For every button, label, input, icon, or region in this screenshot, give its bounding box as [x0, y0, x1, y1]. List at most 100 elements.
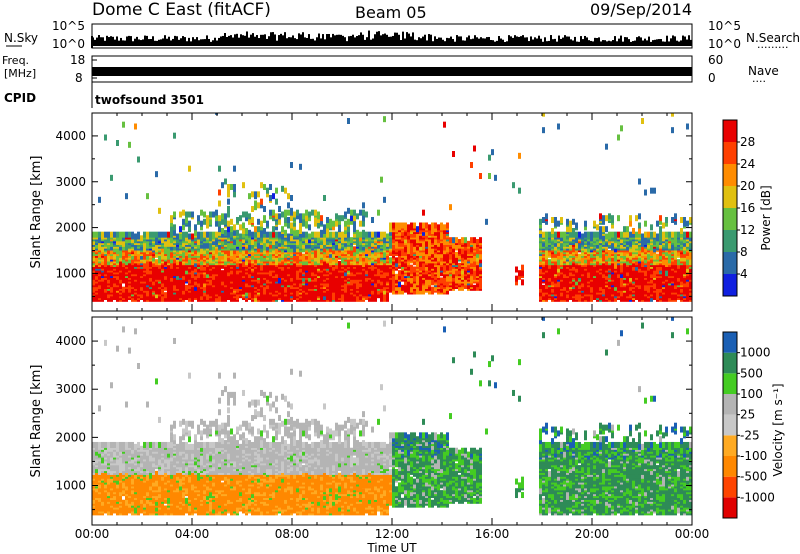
power-cell — [452, 237, 455, 244]
noise-bar — [550, 35, 552, 46]
noise-bar — [608, 40, 610, 46]
noise-bar — [680, 40, 682, 46]
noise-bar — [218, 37, 220, 46]
power-cell — [539, 228, 542, 234]
noise-bar — [132, 41, 134, 46]
power-cell — [569, 292, 572, 299]
power-cell — [446, 262, 449, 269]
power-cell — [161, 251, 164, 258]
power-cell — [164, 284, 167, 291]
power-cell — [134, 244, 137, 251]
power-cell — [95, 259, 98, 266]
power-cell — [302, 220, 305, 227]
noise-bar — [222, 35, 224, 46]
power-cell — [362, 284, 365, 291]
power-cell — [344, 270, 347, 277]
power-cell — [287, 217, 290, 223]
power-cell — [347, 231, 350, 238]
noise-bar — [234, 34, 236, 46]
power-cell — [437, 231, 440, 238]
power-cell — [392, 284, 395, 291]
power-cell — [353, 253, 356, 260]
power-cell — [314, 209, 317, 216]
power-cell — [182, 277, 185, 284]
power-cell — [338, 273, 341, 280]
power-cell — [227, 250, 230, 256]
power-cell — [170, 261, 173, 267]
noise-bar — [188, 37, 190, 46]
power-cell — [410, 244, 413, 251]
power-cell — [425, 229, 428, 236]
power-cell — [458, 262, 461, 269]
noise-bar — [460, 36, 462, 46]
power-cell — [464, 240, 467, 247]
noise-bar — [588, 40, 590, 46]
power-cell — [197, 270, 200, 277]
power-cell — [92, 284, 95, 291]
power-cell — [302, 253, 305, 260]
power-cell — [176, 273, 179, 280]
power-cell — [344, 228, 347, 234]
power-cell — [242, 283, 245, 289]
power-cell — [578, 253, 581, 260]
power-cell — [248, 284, 251, 291]
noise-bar — [524, 37, 526, 46]
power-cell — [431, 237, 434, 244]
power-cell — [407, 259, 410, 266]
power-cell — [155, 281, 158, 288]
power-cell — [359, 220, 362, 227]
power-cell — [377, 270, 380, 277]
power-cell — [218, 189, 221, 196]
power-cell — [242, 264, 245, 271]
power-cell — [233, 229, 236, 236]
noise-bar — [448, 38, 450, 46]
power-cell — [431, 286, 434, 293]
noise-bar — [438, 37, 440, 46]
power-cell — [260, 182, 263, 189]
power-cell — [260, 229, 263, 236]
noise-bar — [392, 35, 394, 46]
power-cell — [161, 246, 164, 253]
power-cell — [206, 251, 209, 258]
power-cell — [251, 239, 254, 245]
power-cell — [179, 239, 182, 245]
noise-bar — [654, 39, 656, 46]
power-cell — [347, 239, 350, 245]
power-cell — [233, 237, 236, 244]
power-cell — [566, 226, 569, 233]
noise-bar — [690, 39, 692, 46]
power-cell — [221, 228, 224, 234]
power-cell — [383, 196, 386, 203]
noise-bar — [428, 34, 430, 46]
power-cell — [425, 264, 428, 271]
power-cell — [101, 279, 104, 286]
power-cell — [557, 262, 560, 269]
power-cell — [308, 215, 311, 222]
power-cell — [242, 211, 245, 218]
power-cell — [479, 257, 482, 264]
noise-bar — [584, 35, 586, 46]
noise-bar — [426, 40, 428, 46]
power-cell — [218, 279, 221, 286]
noise-bar — [610, 41, 612, 46]
noise-bar — [554, 38, 556, 46]
power-cell — [374, 250, 377, 256]
power-cell — [551, 231, 554, 238]
noise-bar — [366, 37, 368, 46]
power-cell — [473, 284, 476, 291]
power-cell — [182, 250, 185, 256]
power-cell — [185, 211, 188, 218]
noise-bar — [108, 37, 110, 46]
power-cell — [266, 231, 269, 238]
power-cell — [389, 279, 392, 286]
power-cell — [380, 286, 383, 293]
power-cell — [464, 279, 467, 286]
power-cell — [293, 211, 296, 218]
power-cell — [296, 246, 299, 253]
noise-bar — [138, 39, 140, 46]
power-cell — [365, 294, 368, 300]
power-cell — [98, 240, 101, 247]
power-cell — [122, 257, 125, 264]
power-cell — [518, 273, 521, 280]
power-cell — [146, 239, 149, 245]
